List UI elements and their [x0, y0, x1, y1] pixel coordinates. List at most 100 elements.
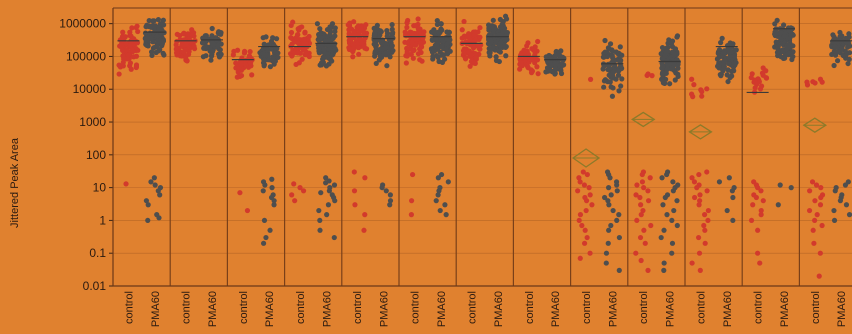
data-point-control	[135, 28, 141, 35]
data-point-control	[810, 227, 816, 233]
data-point-control	[244, 207, 251, 214]
data-point-pma60	[721, 58, 727, 64]
data-point-control	[645, 267, 651, 273]
data-point-pma60	[609, 52, 615, 58]
data-point-control	[248, 63, 254, 69]
data-point-control	[461, 46, 467, 52]
data-point-control	[346, 31, 352, 37]
data-point-control	[819, 222, 825, 229]
data-point-pma60	[271, 198, 277, 204]
data-point-control	[134, 23, 140, 29]
data-point-control	[290, 19, 296, 25]
data-point-pma60	[324, 26, 331, 33]
data-point-control	[531, 47, 537, 53]
data-point-pma60	[372, 32, 378, 38]
data-point-pma60	[601, 84, 607, 90]
data-point-pma60	[332, 198, 338, 204]
x-tick-label: PMA60	[207, 291, 219, 327]
data-point-pma60	[659, 175, 665, 181]
data-point-control	[812, 217, 818, 224]
data-point-pma60	[617, 58, 623, 64]
data-point-control	[704, 188, 710, 194]
data-point-control	[760, 198, 766, 204]
data-point-control	[288, 29, 295, 36]
data-point-pma60	[724, 207, 730, 214]
data-point-pma60	[662, 53, 668, 59]
data-point-control	[752, 85, 758, 91]
data-point-control	[362, 175, 368, 181]
data-point-control	[116, 62, 122, 68]
data-point-pma60	[431, 48, 438, 54]
data-point-pma60	[333, 47, 339, 53]
x-tick-label: PMA60	[264, 291, 276, 327]
data-point-pma60	[831, 62, 837, 69]
x-tick-label: control	[753, 291, 765, 324]
data-point-control	[696, 171, 702, 178]
data-point-control	[182, 47, 189, 53]
data-point-control	[633, 250, 639, 256]
data-point-control	[689, 175, 695, 181]
data-point-control	[289, 192, 295, 198]
data-point-pma60	[325, 202, 332, 208]
data-point-pma60	[786, 42, 792, 48]
data-point-control	[694, 185, 700, 191]
data-point-control	[358, 27, 364, 33]
data-point-control	[754, 185, 761, 191]
data-point-pma60	[617, 44, 623, 50]
data-point-pma60	[614, 188, 620, 194]
data-point-control	[697, 198, 703, 204]
data-point-pma60	[261, 52, 267, 58]
data-point-control	[117, 37, 123, 43]
data-point-pma60	[273, 36, 280, 42]
data-point-pma60	[503, 53, 509, 59]
data-point-control	[421, 29, 427, 35]
data-point-pma60	[439, 52, 445, 58]
data-point-control	[185, 31, 191, 37]
data-point-pma60	[156, 26, 162, 32]
data-point-pma60	[486, 22, 492, 28]
data-point-pma60	[433, 36, 439, 42]
data-point-pma60	[387, 192, 393, 198]
data-point-pma60	[608, 192, 614, 198]
data-point-pma60	[543, 69, 549, 75]
data-point-pma60	[664, 212, 670, 218]
data-point-pma60	[610, 69, 616, 75]
data-point-pma60	[731, 61, 737, 67]
data-point-pma60	[317, 35, 323, 41]
data-point-pma60	[372, 40, 379, 46]
data-point-pma60	[317, 227, 323, 233]
data-point-pma60	[714, 63, 721, 69]
x-tick-label: control	[467, 291, 479, 324]
data-point-control	[293, 35, 299, 41]
data-point-control	[127, 60, 133, 66]
data-point-pma60	[329, 58, 335, 64]
data-point-pma60	[832, 188, 838, 194]
data-point-control	[299, 56, 305, 62]
data-point-pma60	[208, 57, 214, 63]
data-point-pma60	[209, 33, 215, 39]
data-point-pma60	[486, 41, 493, 47]
data-point-pma60	[789, 56, 795, 63]
data-point-control	[118, 42, 125, 49]
y-tick-label: 0.1	[89, 246, 106, 260]
data-point-control	[248, 56, 254, 62]
data-point-control	[289, 53, 295, 59]
data-point-pma60	[486, 27, 492, 33]
data-point-pma60	[559, 61, 565, 67]
data-point-pma60	[389, 43, 395, 49]
data-point-control	[818, 185, 824, 191]
data-point-control	[755, 250, 761, 256]
data-point-control	[689, 76, 695, 82]
data-point-pma60	[601, 54, 607, 60]
data-point-control	[301, 37, 307, 43]
data-point-pma60	[150, 18, 156, 24]
data-point-control	[356, 31, 362, 37]
data-point-pma60	[325, 55, 332, 61]
data-point-pma60	[605, 185, 612, 191]
data-point-pma60	[777, 182, 783, 188]
data-point-pma60	[602, 49, 608, 55]
data-point-control	[704, 169, 710, 175]
data-point-pma60	[445, 179, 451, 185]
data-point-control	[757, 260, 763, 266]
data-point-pma60	[142, 30, 149, 36]
